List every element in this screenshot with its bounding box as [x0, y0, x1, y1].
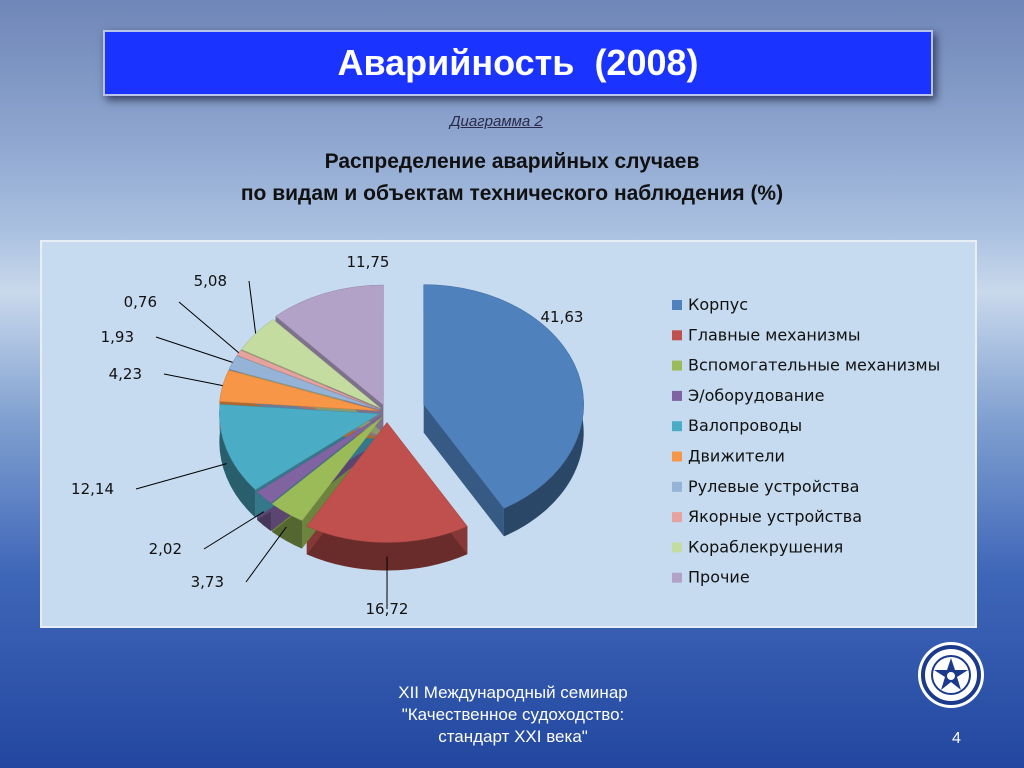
legend-label: Прочие: [688, 568, 750, 587]
footer-line2: "Качественное судоходство:: [401, 705, 625, 724]
legend-label: Рулевые устройства: [688, 477, 859, 496]
legend-swatch: [672, 451, 682, 462]
data-label: 3,73: [191, 573, 224, 591]
slice-side: [306, 526, 468, 571]
data-label: 1,93: [101, 328, 134, 346]
data-label: 41,63: [541, 308, 584, 326]
pie-slice-4: [219, 404, 381, 490]
slice-wall: [423, 404, 504, 537]
legend-swatch: [672, 330, 682, 341]
legend-swatch: [672, 572, 682, 583]
pie-slice-5: [219, 369, 380, 411]
pie-chart: 41,63 16,72 3,73 2,02 12,14 4,23 1,93 0,76 5,08 1…: [71, 253, 940, 618]
pie-slice-1: [306, 422, 468, 543]
slice-side: [219, 404, 256, 518]
legend-swatch: [672, 481, 682, 492]
legend-swatch: [672, 360, 682, 371]
legend-label: Корпус: [688, 295, 748, 314]
leader-line: [135, 463, 227, 490]
leader-line: [203, 511, 265, 550]
legend-label: Валопроводы: [688, 416, 802, 435]
pie-slice-3: [256, 415, 382, 504]
legend-label: Э/оборудование: [688, 386, 824, 405]
title-bar: Аварийность (2008): [103, 30, 933, 96]
legend-label: Вспомогательные механизмы: [688, 356, 940, 375]
page-title: Аварийность (2008): [337, 42, 699, 83]
data-label: 12,14: [71, 480, 114, 498]
data-label: 4,23: [109, 365, 142, 383]
legend-label: Главные механизмы: [688, 325, 861, 344]
legend-swatch: [672, 300, 682, 310]
legend-swatch: [672, 421, 682, 432]
chart-title-line1: Распределение аварийных случаев: [324, 150, 700, 173]
pie-slice-9: [275, 284, 384, 406]
legend: Корпус Главные механизмы Вспомогательные м…: [672, 295, 940, 587]
footer-line1: XII Международный семинар: [398, 683, 628, 702]
chart-area: 41,63 16,72 3,73 2,02 12,14 4,23 1,93 0,76 5,08 1…: [40, 240, 977, 628]
legend-label: Движители: [688, 447, 785, 466]
data-label: 0,76: [124, 293, 157, 311]
data-label: 5,08: [194, 272, 227, 290]
leader-line: [248, 280, 257, 334]
diagram-label: Диаграмма 2: [450, 113, 543, 130]
register-logo-icon: [918, 642, 984, 708]
legend-swatch: [672, 512, 682, 523]
data-label: 11,75: [347, 253, 390, 271]
footer: XII Международный семинар "Качественное …: [300, 682, 726, 748]
page-number: 4: [952, 730, 961, 747]
leader-line: [245, 526, 287, 583]
leader-line: [163, 373, 223, 387]
data-label: 2,02: [149, 540, 182, 558]
pie-slice-0: [423, 284, 584, 509]
legend-label: Кораблекрушения: [688, 537, 843, 556]
chart-title-line2: по видам и объектам технического наблюде…: [240, 182, 784, 205]
chart-title: Распределение аварийных случаев по видам…: [0, 146, 1024, 210]
data-label: 16,72: [366, 600, 409, 618]
legend-swatch: [672, 390, 682, 401]
footer-line3: стандарт XXI века": [438, 727, 588, 746]
leader-line: [178, 301, 240, 354]
legend-label: Якорные устройства: [688, 507, 862, 526]
pie-slice-8: [240, 319, 381, 409]
leader-line: [155, 336, 233, 363]
legend-swatch: [672, 542, 682, 553]
pie-slice-2: [271, 416, 383, 521]
